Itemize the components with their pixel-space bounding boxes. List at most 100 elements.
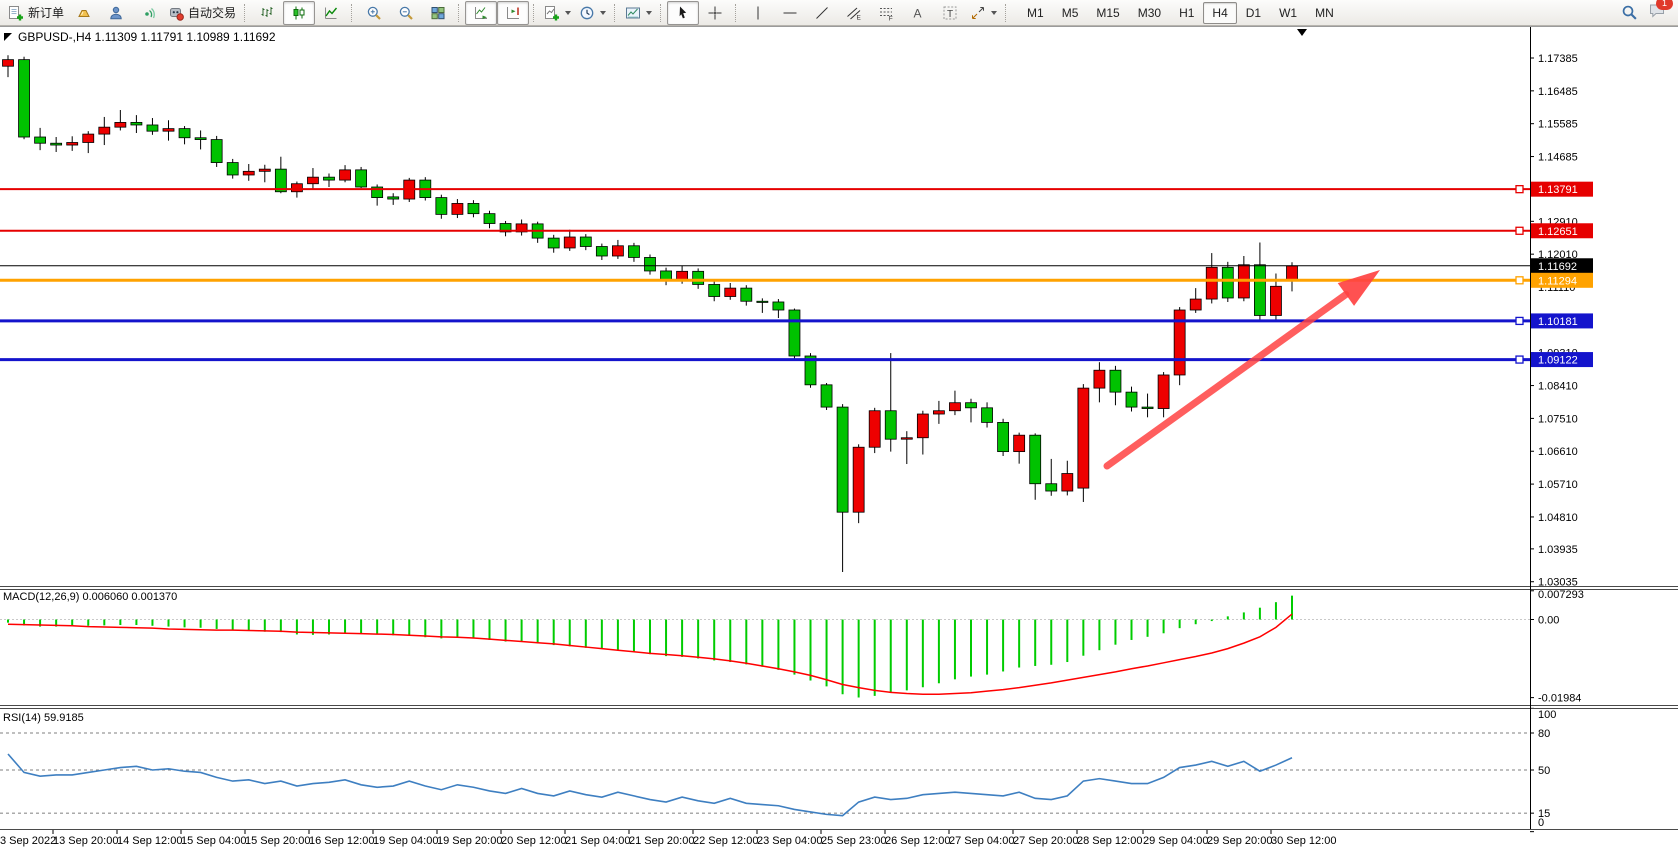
candle-body-down bbox=[579, 236, 592, 247]
line-handle[interactable] bbox=[1515, 316, 1524, 326]
price-tick-label: 1.05710 bbox=[1538, 479, 1578, 491]
quotes-button[interactable] bbox=[68, 1, 100, 25]
toolbar-separator bbox=[735, 3, 738, 22]
time-tick-label: 26 Sep 12:00 bbox=[885, 835, 950, 847]
candle-body-up bbox=[162, 128, 175, 132]
search-icon[interactable] bbox=[1621, 4, 1638, 21]
price-badge bbox=[1531, 258, 1593, 274]
timeframe-button-h4[interactable]: H4 bbox=[1203, 1, 1237, 24]
timeframe-button-m15[interactable]: M15 bbox=[1096, 5, 1120, 20]
timeframe-button-m1[interactable]: M1 bbox=[1027, 5, 1044, 20]
zoom-out-icon bbox=[399, 6, 413, 20]
candle-body-down bbox=[435, 197, 448, 215]
candle-body-down bbox=[820, 384, 833, 408]
price-badge bbox=[1531, 181, 1593, 197]
line-handle[interactable] bbox=[1515, 185, 1524, 194]
candle-body-up bbox=[66, 142, 79, 146]
fibonacci-button[interactable]: F bbox=[870, 1, 902, 25]
channel-button[interactable]: E bbox=[838, 1, 870, 25]
chevron-down-icon bbox=[646, 10, 653, 15]
candle-body-down bbox=[178, 128, 191, 139]
timeframe-button-mn[interactable]: MN bbox=[1315, 5, 1334, 20]
bar-chart-icon bbox=[261, 6, 273, 17]
indicators-button[interactable] bbox=[540, 1, 575, 25]
cursor-button[interactable] bbox=[667, 0, 700, 25]
price-tick-label: 1.04810 bbox=[1538, 512, 1578, 524]
line-handle[interactable] bbox=[1515, 355, 1524, 364]
crosshair-button[interactable] bbox=[699, 1, 731, 25]
time-tick-label: 29 Sep 04:00 bbox=[1143, 835, 1208, 847]
candle-body-down bbox=[1221, 266, 1234, 299]
price-tick-label: 1.15585 bbox=[1538, 119, 1578, 131]
candle-body-up bbox=[114, 122, 127, 128]
candle-body-down bbox=[628, 245, 640, 258]
timeframe-button-d1[interactable]: D1 bbox=[1245, 5, 1262, 20]
line-handle[interactable] bbox=[1515, 276, 1524, 285]
timeframe-button-m5[interactable]: M5 bbox=[1061, 5, 1079, 20]
auto-scroll-button[interactable] bbox=[465, 0, 498, 25]
horizontal-line-button[interactable] bbox=[774, 1, 806, 25]
zoom-in-button[interactable] bbox=[358, 1, 390, 25]
price-tick-label: 1.07510 bbox=[1538, 413, 1578, 425]
rsi-indicator-label: RSI(14) 59.9185 bbox=[3, 712, 84, 724]
candle-body-down bbox=[499, 223, 512, 233]
signals-button[interactable] bbox=[132, 1, 164, 25]
trend-arrow-shaft[interactable] bbox=[1103, 290, 1350, 470]
candle-body-down bbox=[483, 213, 496, 224]
robot-icon bbox=[170, 7, 184, 21]
periods-button[interactable] bbox=[575, 1, 610, 25]
line-chart-button[interactable] bbox=[315, 1, 347, 25]
new-order-label: 新订单 bbox=[28, 6, 65, 20]
time-tick-label: 16 Sep 12:00 bbox=[309, 835, 374, 847]
time-tick-label: 15 Sep 04:00 bbox=[181, 835, 246, 847]
timeframe-button-m30[interactable]: M30 bbox=[1137, 5, 1162, 20]
candle-body-down bbox=[595, 246, 608, 257]
trendline-button[interactable] bbox=[806, 1, 838, 25]
user-icon bbox=[110, 6, 122, 19]
candle-body-down bbox=[981, 407, 993, 423]
trend-arrow-head[interactable] bbox=[1337, 270, 1380, 306]
candle-body-up bbox=[868, 410, 881, 448]
price-tick-label: 1.12010 bbox=[1538, 249, 1578, 261]
time-tick-label: 30 Sep 12:00 bbox=[1271, 835, 1336, 847]
chart-shift-marker[interactable] bbox=[1297, 29, 1307, 36]
bar-chart-button[interactable] bbox=[251, 1, 283, 25]
new-order-button[interactable]: 新订单 bbox=[4, 1, 68, 25]
timeframe-button-h1[interactable]: H1 bbox=[1179, 5, 1195, 20]
timeframe-toolbar: M1 M5 M15 M30 H1 H4 D1 W1 MN bbox=[1018, 1, 1343, 24]
arrows-button[interactable] bbox=[966, 1, 1001, 25]
candlestick-chart-button[interactable] bbox=[283, 0, 316, 25]
chart-window[interactable]: GBPUSD-,H4 1.11309 1.11791 1.10989 1.116… bbox=[0, 26, 1678, 848]
text-button[interactable]: A bbox=[902, 1, 934, 25]
price-badge-label: 1.12651 bbox=[1538, 226, 1578, 238]
tile-windows-button[interactable] bbox=[422, 1, 454, 25]
candle-body-up bbox=[290, 183, 303, 193]
new-order-icon bbox=[9, 5, 23, 20]
text-label-button[interactable]: T bbox=[934, 1, 966, 25]
time-tick-label: 19 Sep 20:00 bbox=[437, 835, 502, 847]
signal-icon bbox=[145, 7, 155, 18]
timeframe-button-w1[interactable]: W1 bbox=[1279, 5, 1298, 20]
zoom-out-button[interactable] bbox=[390, 1, 422, 25]
candle-body-down bbox=[836, 406, 849, 513]
accounts-button[interactable] bbox=[100, 1, 132, 25]
templates-button[interactable] bbox=[621, 1, 656, 25]
candle-body-down bbox=[18, 59, 30, 138]
chart-shift-button[interactable] bbox=[497, 0, 530, 25]
template-icon bbox=[626, 7, 641, 18]
price-chart-canvas[interactable]: GBPUSD-,H4 1.11309 1.11791 1.10989 1.116… bbox=[0, 26, 1678, 848]
candle-body-down bbox=[772, 301, 785, 311]
symbol-menu-icon[interactable] bbox=[4, 33, 12, 41]
tile-windows-icon bbox=[431, 6, 445, 19]
candle-body-up bbox=[451, 203, 464, 215]
time-tick-label: 13 Sep 20:00 bbox=[53, 835, 118, 847]
candle-body-up bbox=[307, 176, 319, 185]
candle-body-down bbox=[884, 410, 897, 440]
svg-text:A: A bbox=[914, 6, 922, 20]
vertical-line-button[interactable] bbox=[742, 1, 774, 25]
price-badge-label: 1.11294 bbox=[1538, 275, 1577, 287]
candle-body-down bbox=[1125, 391, 1138, 408]
line-handle[interactable] bbox=[1515, 226, 1524, 235]
auto-trading-button[interactable]: 自动交易 bbox=[164, 1, 240, 25]
notifications-button[interactable]: 1 bbox=[1648, 0, 1673, 23]
